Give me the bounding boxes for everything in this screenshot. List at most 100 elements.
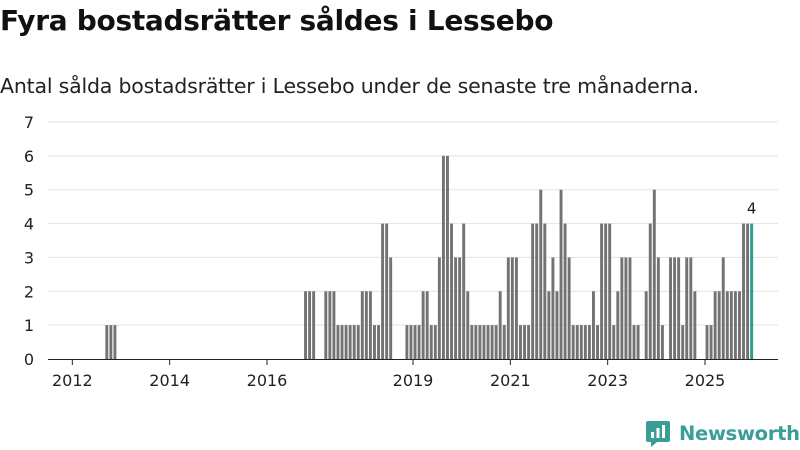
bar (332, 291, 336, 359)
y-tick-label: 2 (24, 282, 34, 301)
bar (462, 223, 466, 359)
bar (109, 325, 113, 359)
bar (535, 223, 539, 359)
bar (543, 223, 547, 359)
y-tick-label: 7 (24, 113, 34, 132)
bar (660, 325, 664, 359)
y-tick-label: 0 (24, 350, 34, 369)
bar (352, 325, 356, 359)
bar (600, 223, 604, 359)
bar (446, 155, 449, 359)
bar (579, 325, 583, 359)
bar (738, 291, 741, 359)
bar (742, 223, 745, 359)
bar (364, 291, 368, 359)
bar (514, 257, 518, 359)
bar (385, 223, 389, 359)
bar (725, 291, 729, 359)
bar (567, 257, 571, 359)
bar (656, 257, 660, 359)
bar (344, 325, 348, 359)
bar (685, 257, 689, 359)
bar (717, 291, 721, 359)
bar (304, 291, 307, 359)
y-tick-label: 6 (24, 147, 34, 166)
bar (312, 291, 316, 359)
bar (417, 325, 421, 359)
bar (713, 291, 717, 359)
brand-name: Newsworthy (679, 422, 800, 445)
bar (563, 223, 567, 359)
bar (636, 325, 640, 359)
bar (113, 325, 117, 359)
bar (583, 325, 587, 359)
bar (433, 325, 437, 359)
bar (429, 325, 433, 359)
bar (510, 257, 514, 359)
bar (612, 325, 616, 359)
bar (478, 325, 482, 359)
bar-latest (750, 223, 754, 359)
bar (596, 325, 599, 359)
bar (360, 291, 364, 359)
bar (681, 325, 685, 359)
bar (539, 189, 543, 359)
bar (559, 189, 563, 359)
bar (482, 325, 486, 359)
bar (425, 291, 429, 359)
bar (336, 325, 340, 359)
bar (604, 223, 608, 359)
y-tick-label: 4 (24, 215, 34, 234)
bar (502, 325, 506, 359)
bar (328, 291, 332, 359)
bar (421, 291, 425, 359)
x-tick-label: 2019 (393, 371, 434, 390)
x-tick-label: 2023 (587, 371, 628, 390)
x-tick-label: 2012 (52, 371, 93, 390)
bar (632, 325, 636, 359)
bar (409, 325, 413, 359)
bar (486, 325, 490, 359)
bar (324, 291, 328, 359)
bar (669, 257, 672, 359)
bar (348, 325, 352, 359)
bar (624, 257, 628, 359)
bar (356, 325, 360, 359)
bar (368, 291, 372, 359)
y-tick-label: 3 (24, 248, 34, 267)
bar (587, 325, 591, 359)
bar (608, 223, 612, 359)
bar (308, 291, 312, 359)
bar (474, 325, 478, 359)
bar (644, 291, 648, 359)
chart-title: Fyra bostadsrätter såldes i Lessebo (0, 4, 554, 37)
chart-subtitle: Antal sålda bostadsrätter i Lessebo unde… (0, 74, 699, 98)
bar (677, 257, 681, 359)
bar (454, 257, 458, 359)
last-value-label: 4 (747, 200, 757, 218)
y-tick-label: 5 (24, 181, 34, 200)
bar (413, 325, 417, 359)
bar (689, 257, 693, 359)
bar (571, 325, 575, 359)
bar (498, 291, 502, 359)
y-tick-label: 1 (24, 316, 34, 335)
brand: Newsworthy (645, 420, 800, 448)
x-tick-label: 2025 (685, 371, 726, 390)
bar (494, 325, 498, 359)
bar (693, 291, 697, 359)
bar (673, 257, 677, 359)
bar (547, 291, 551, 359)
bar-chart: 0 1 2 3 4 5 6 7 4 2012 2014 2016 2019 2021 2023 2025 (24, 113, 778, 390)
bar (105, 325, 109, 359)
bar (551, 257, 555, 359)
bar (405, 325, 409, 359)
bar (441, 155, 445, 359)
bar (506, 257, 510, 359)
bar (592, 291, 595, 359)
bar (389, 257, 393, 359)
bar (616, 291, 620, 359)
bar (523, 325, 526, 359)
x-tick-label: 2016 (247, 371, 288, 390)
bar (340, 325, 344, 359)
